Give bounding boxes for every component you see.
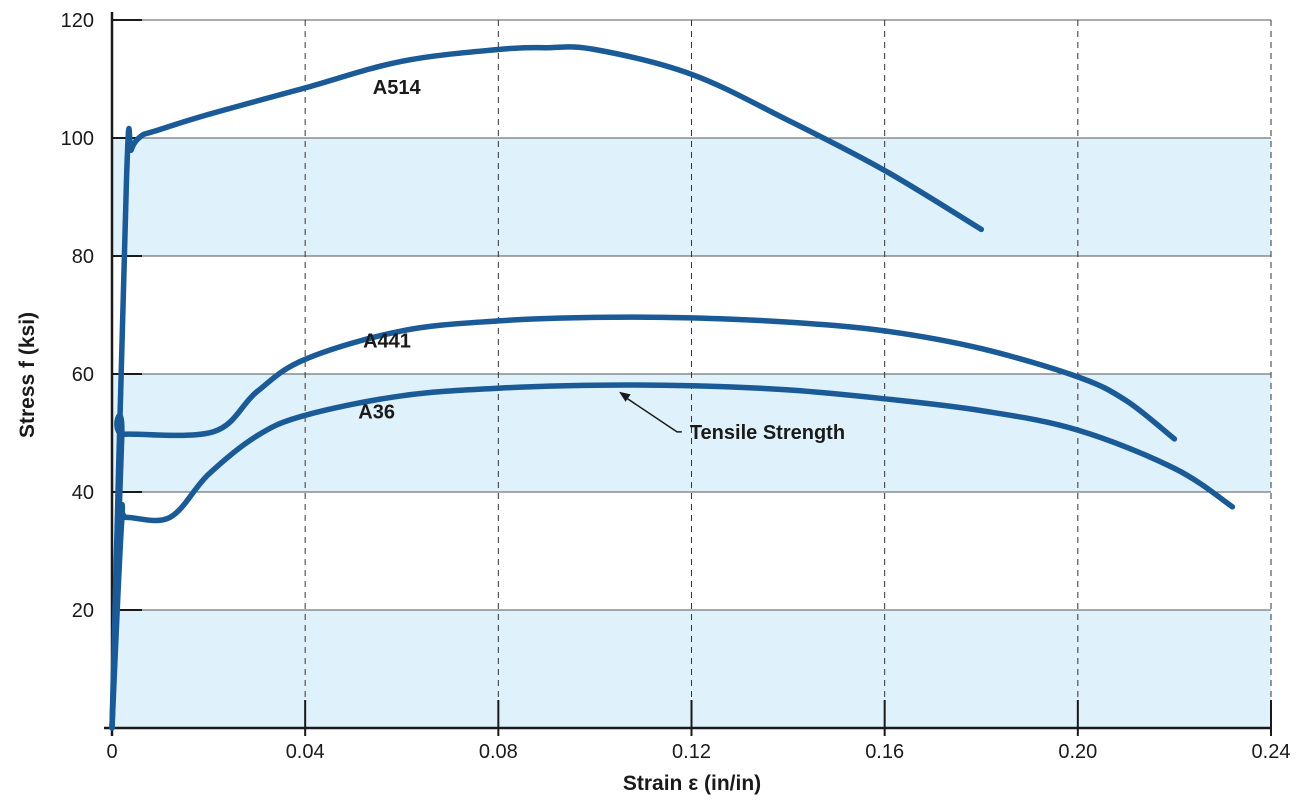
y-axis-label: Stress f (ksi) xyxy=(16,312,39,438)
y-tick-label: 80 xyxy=(72,246,94,268)
series-line-a441 xyxy=(109,314,1178,731)
tick-labels: 20 40 60 80 100 120 0 0.04 0.08 0.12 0.16 0.20 0.24 xyxy=(61,10,1291,763)
x-tick-label: 0.08 xyxy=(479,741,518,763)
x-tick-label: 0.16 xyxy=(865,741,904,763)
axes xyxy=(104,12,1272,736)
y-tick-label: 60 xyxy=(72,364,94,386)
annotation-arrowhead xyxy=(619,391,631,402)
x-tick-label: 0.20 xyxy=(1058,741,1097,763)
x-tick-label: 0.24 xyxy=(1252,741,1291,763)
x-tick-label: 0.04 xyxy=(286,741,325,763)
series-label-a441: A441 xyxy=(363,330,411,352)
y-tick-label: 120 xyxy=(61,10,94,32)
y-tick-label: 40 xyxy=(72,482,94,504)
y-tick-label: 20 xyxy=(72,600,94,622)
series-lines xyxy=(109,44,1236,731)
series-label-a514: A514 xyxy=(373,77,422,99)
annotation-label: Tensile Strength xyxy=(690,422,845,444)
series-line-a514 xyxy=(109,44,985,731)
annotation-layer: Tensile Strength xyxy=(619,391,845,444)
x-tick-label: 0.12 xyxy=(672,741,711,763)
series-labels: A514 A441 A36 xyxy=(358,77,421,424)
x-tick-label: 0 xyxy=(106,741,117,763)
series-line-a36 xyxy=(109,382,1236,731)
y-tick-label: 100 xyxy=(61,128,94,150)
series-label-a36: A36 xyxy=(358,401,395,423)
x-axis-label: Strain ε (in/in) xyxy=(623,772,761,795)
annotation-leader xyxy=(622,395,682,433)
